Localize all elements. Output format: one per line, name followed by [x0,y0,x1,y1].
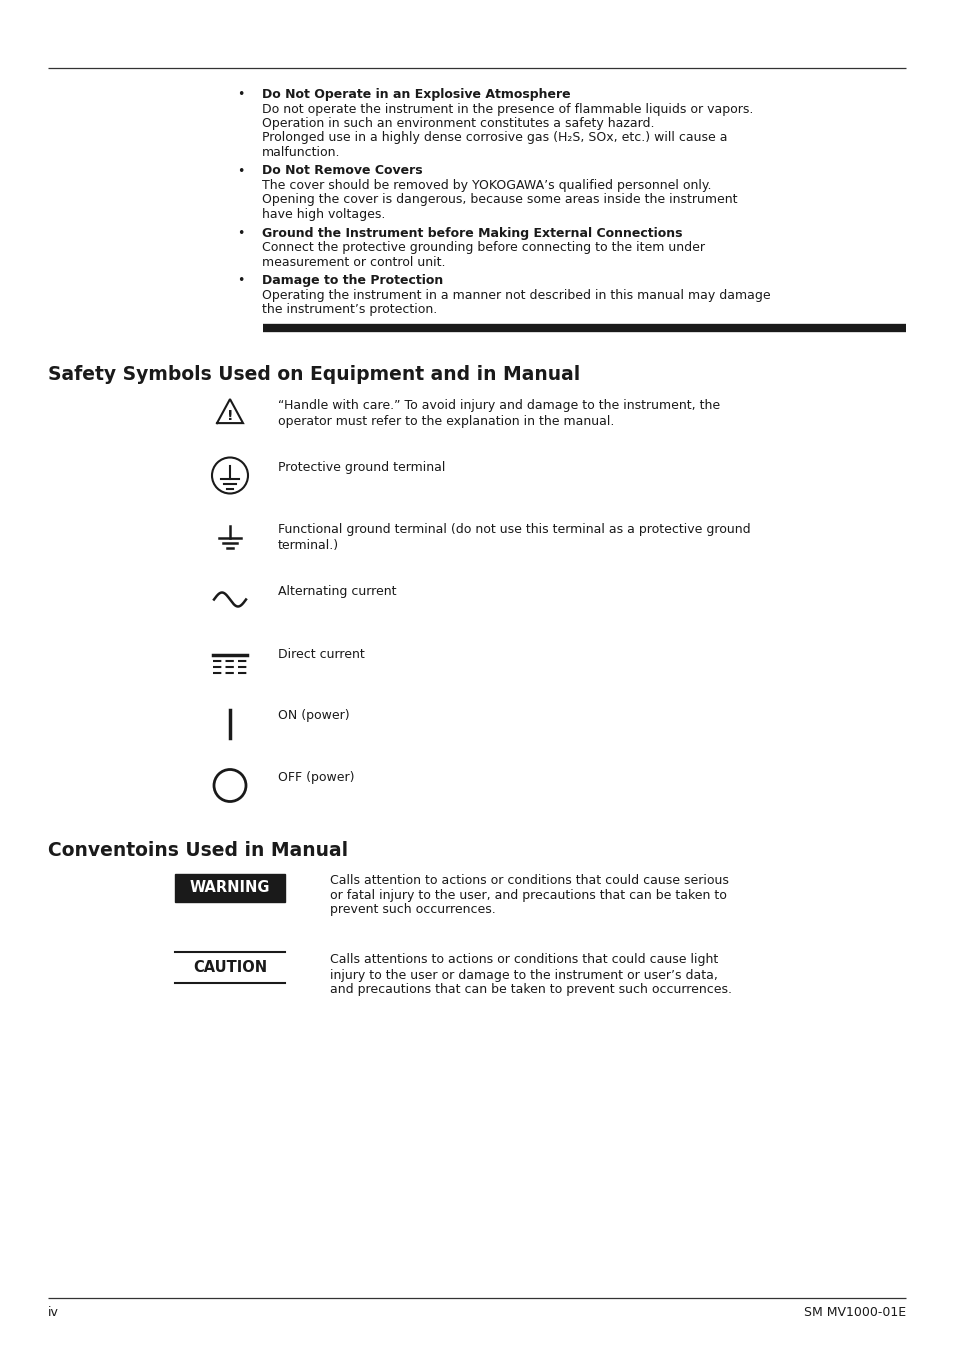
Text: !: ! [227,409,233,423]
Text: Operation in such an environment constitutes a safety hazard.: Operation in such an environment constit… [262,117,654,130]
Text: Ground the Instrument before Making External Connections: Ground the Instrument before Making Exte… [262,227,681,239]
Text: •: • [237,88,244,101]
Text: Protective ground terminal: Protective ground terminal [277,462,445,474]
Text: Conventoins Used in Manual: Conventoins Used in Manual [48,841,348,860]
Text: •: • [237,274,244,288]
Text: Direct current: Direct current [277,648,364,660]
Text: The cover should be removed by YOKOGAWA’s qualified personnel only.: The cover should be removed by YOKOGAWA’… [262,180,711,192]
Text: Opening the cover is dangerous, because some areas inside the instrument: Opening the cover is dangerous, because … [262,193,737,207]
Text: the instrument’s protection.: the instrument’s protection. [262,302,436,316]
Text: •: • [237,165,244,177]
Text: Do Not Remove Covers: Do Not Remove Covers [262,165,422,177]
Text: malfunction.: malfunction. [262,146,340,159]
Text: “Handle with care.” To avoid injury and damage to the instrument, the
operator m: “Handle with care.” To avoid injury and … [277,400,720,428]
Text: CAUTION: CAUTION [193,960,267,975]
Text: Do Not Operate in an Explosive Atmosphere: Do Not Operate in an Explosive Atmospher… [262,88,570,101]
Text: Safety Symbols Used on Equipment and in Manual: Safety Symbols Used on Equipment and in … [48,366,579,385]
Text: Damage to the Protection: Damage to the Protection [262,274,443,288]
Text: •: • [237,227,244,239]
Text: Operating the instrument in a manner not described in this manual may damage: Operating the instrument in a manner not… [262,289,770,301]
Text: Functional ground terminal (do not use this terminal as a protective ground
term: Functional ground terminal (do not use t… [277,524,750,552]
Text: Calls attentions to actions or conditions that could cause light
injury to the u: Calls attentions to actions or condition… [330,953,731,996]
Text: OFF (power): OFF (power) [277,771,355,784]
Text: Prolonged use in a highly dense corrosive gas (H₂S, SOx, etc.) will cause a: Prolonged use in a highly dense corrosiv… [262,131,727,144]
Text: have high voltages.: have high voltages. [262,208,385,221]
Text: ON (power): ON (power) [277,710,349,722]
Text: Calls attention to actions or conditions that could cause serious
or fatal injur: Calls attention to actions or conditions… [330,873,728,917]
Text: Do not operate the instrument in the presence of flammable liquids or vapors.: Do not operate the instrument in the pre… [262,103,753,116]
Text: measurement or control unit.: measurement or control unit. [262,255,445,269]
Text: Connect the protective grounding before connecting to the item under: Connect the protective grounding before … [262,242,704,254]
Text: SM MV1000-01E: SM MV1000-01E [803,1305,905,1319]
Text: Alternating current: Alternating current [277,586,396,598]
Text: WARNING: WARNING [190,880,270,895]
FancyBboxPatch shape [174,873,285,902]
Text: iv: iv [48,1305,59,1319]
